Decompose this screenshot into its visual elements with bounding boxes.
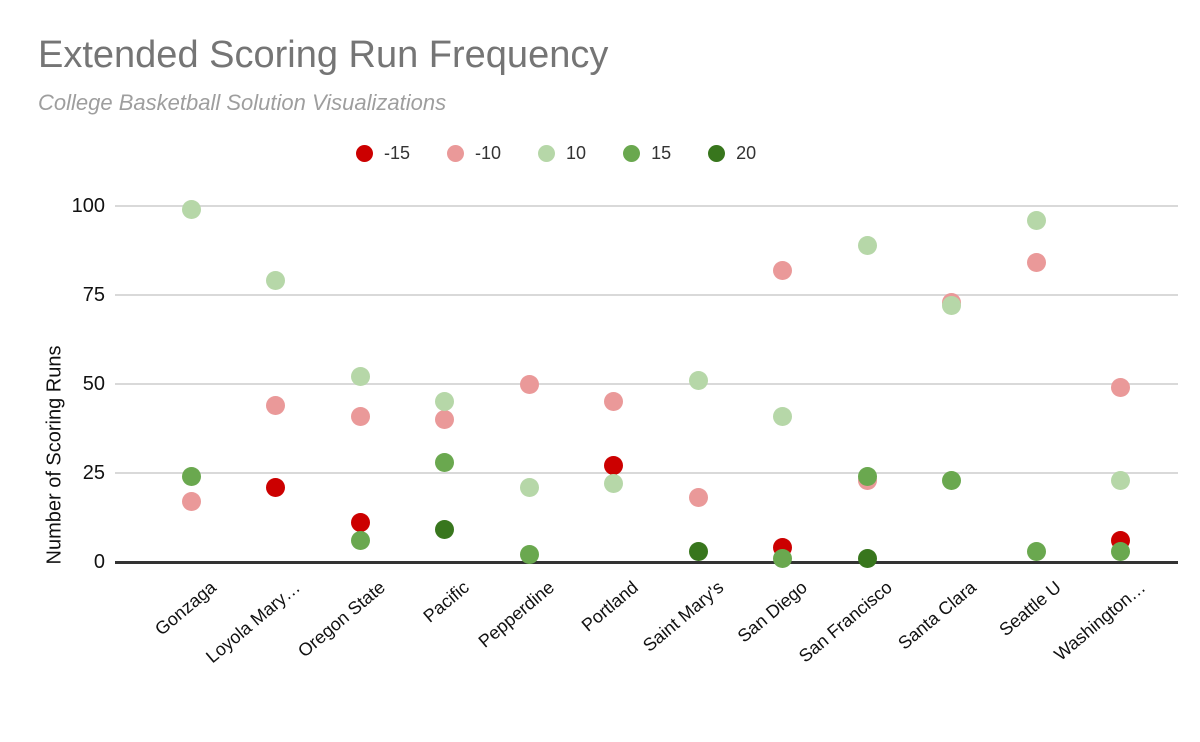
data-point bbox=[350, 367, 370, 387]
x-category-label: Saint Mary's bbox=[638, 577, 727, 656]
x-category-label: Santa Clara bbox=[894, 577, 981, 654]
data-point bbox=[181, 200, 201, 220]
data-point bbox=[688, 488, 708, 508]
y-tick-label: 50 bbox=[82, 373, 105, 395]
y-tick-label: 25 bbox=[82, 462, 105, 484]
x-category-label: Portland bbox=[578, 577, 643, 636]
legend-swatch-icon bbox=[447, 145, 465, 162]
data-point bbox=[1026, 541, 1046, 561]
data-point bbox=[350, 513, 370, 533]
legend-item-20: 20 bbox=[708, 143, 756, 164]
y-tick-label: 0 bbox=[93, 551, 105, 573]
legend-item--15: -15 bbox=[356, 143, 410, 164]
data-point bbox=[942, 296, 961, 316]
legend-label: 20 bbox=[736, 143, 757, 163]
data-point bbox=[1111, 470, 1130, 490]
legend-swatch-icon bbox=[623, 145, 641, 162]
data-point bbox=[350, 406, 370, 426]
data-point bbox=[688, 541, 708, 561]
data-point bbox=[519, 545, 539, 565]
x-axis-baseline bbox=[115, 560, 1178, 564]
data-point bbox=[604, 392, 623, 412]
gridline bbox=[115, 205, 1178, 207]
data-point bbox=[519, 477, 539, 497]
data-point bbox=[857, 467, 877, 487]
data-point bbox=[604, 474, 623, 494]
data-point bbox=[181, 491, 201, 511]
legend-item--10: -10 bbox=[447, 143, 501, 164]
data-point bbox=[942, 470, 961, 490]
y-tick-label: 75 bbox=[82, 284, 105, 306]
x-category-label: Seattle U bbox=[995, 577, 1065, 640]
data-point bbox=[1026, 210, 1046, 230]
data-point bbox=[773, 406, 792, 426]
data-point bbox=[773, 548, 792, 568]
legend-label: -15 bbox=[384, 143, 411, 163]
data-point bbox=[435, 520, 454, 540]
gridline bbox=[115, 294, 1178, 296]
chart-legend: -15 -10 10 15 20 bbox=[356, 143, 756, 164]
data-point bbox=[1111, 378, 1130, 398]
data-point bbox=[350, 531, 370, 551]
data-point bbox=[604, 456, 623, 476]
legend-label: 15 bbox=[651, 143, 672, 163]
data-point bbox=[857, 548, 877, 568]
legend-label: 10 bbox=[566, 143, 587, 163]
gridline bbox=[115, 472, 1178, 474]
data-point bbox=[266, 271, 285, 291]
legend-item-15: 15 bbox=[623, 143, 671, 164]
x-category-label: Washington… bbox=[1050, 577, 1150, 665]
data-point bbox=[773, 260, 792, 280]
x-category-label: Pepperdine bbox=[474, 577, 558, 652]
chart-subtitle: College Basketball Solution Visualizatio… bbox=[38, 90, 447, 115]
data-point bbox=[435, 392, 454, 412]
legend-label: -10 bbox=[475, 143, 502, 163]
legend-swatch-icon bbox=[356, 145, 373, 162]
data-point bbox=[266, 395, 285, 415]
data-point bbox=[1026, 253, 1046, 273]
x-category-label: Pacific bbox=[419, 577, 474, 627]
data-point bbox=[1111, 541, 1130, 561]
x-category-label: Gonzaga bbox=[151, 577, 220, 640]
data-point bbox=[435, 410, 454, 430]
x-category-label: San Diego bbox=[734, 577, 812, 647]
data-point bbox=[181, 467, 201, 487]
data-point bbox=[857, 235, 877, 255]
data-point bbox=[435, 452, 454, 472]
data-point bbox=[519, 374, 539, 394]
legend-swatch-icon bbox=[708, 145, 726, 162]
data-point bbox=[266, 477, 285, 497]
gridline bbox=[115, 383, 1178, 385]
x-category-label: Oregon State bbox=[293, 577, 389, 662]
legend-item-10: 10 bbox=[538, 143, 586, 164]
y-tick-label: 100 bbox=[71, 195, 105, 217]
chart-title: Extended Scoring Run Frequency bbox=[38, 34, 609, 76]
data-point bbox=[688, 370, 708, 390]
legend-swatch-icon bbox=[538, 145, 556, 162]
